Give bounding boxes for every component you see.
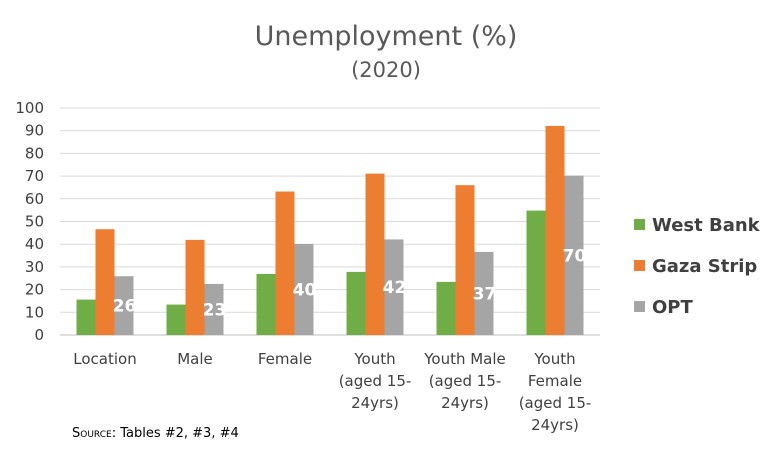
legend-swatch — [634, 301, 645, 312]
legend: West Bank Gaza Strip OPT — [634, 215, 761, 318]
category-label: Male — [177, 350, 213, 368]
category-label: Youth (aged 15-24yrs) — [339, 350, 412, 412]
bar-west-bank — [346, 271, 366, 335]
data-label: 37 — [473, 284, 497, 304]
y-tick-label: 100 — [15, 99, 44, 117]
y-tick-label: 50 — [25, 213, 44, 231]
gridlines — [60, 107, 600, 336]
x-axis: Location Male Female Youth (aged 15-24yrs)Yo… — [73, 350, 591, 434]
bar-west-bank — [76, 299, 96, 335]
legend-swatch — [634, 260, 645, 271]
bar-gaza-strip — [545, 125, 565, 335]
data-label: 26 — [113, 297, 137, 317]
source-text: : Tables #2, #3, #4 — [112, 426, 239, 441]
y-tick-label: 0 — [34, 326, 44, 344]
y-tick-label: 40 — [25, 235, 44, 253]
y-axis: 0 10 20 30 40 50 60 70 80 90 100 — [15, 99, 44, 344]
bar-opt — [384, 239, 404, 335]
data-label: 70 — [563, 246, 587, 266]
source-note: Source: Tables #2, #3, #4 — [72, 426, 239, 441]
legend-label: Gaza Strip — [652, 256, 757, 277]
data-label: 23 — [203, 300, 227, 320]
y-tick-label: 80 — [25, 144, 44, 162]
category-label: Youth Female (aged 15-24yrs) — [519, 350, 592, 434]
data-label: 42 — [383, 278, 407, 298]
y-tick-label: 30 — [25, 258, 44, 276]
category-label: Female — [258, 350, 312, 368]
chart-title: Unemployment (%) — [255, 21, 518, 52]
chart-subtitle: (2020) — [351, 58, 421, 82]
bar-opt — [474, 251, 494, 335]
bar-opt — [204, 283, 224, 335]
bar-west-bank — [166, 304, 186, 335]
y-tick-label: 20 — [25, 281, 44, 299]
bar-opt — [114, 276, 134, 335]
bar-opt — [294, 243, 314, 335]
bar-opt — [564, 175, 584, 335]
legend-label: West Bank — [652, 215, 761, 236]
data-label: 40 — [293, 280, 317, 300]
source-prefix: Source — [72, 426, 112, 441]
data-labels: 26 23 40 42 37 70 — [113, 246, 587, 320]
category-label: Youth Male (aged 15-24yrs) — [423, 350, 506, 412]
bar-gaza-strip — [185, 239, 205, 335]
y-tick-label: 90 — [25, 122, 44, 140]
bar-gaza-strip — [95, 229, 115, 335]
legend-label: OPT — [652, 297, 693, 318]
y-tick-label: 70 — [25, 167, 44, 185]
y-tick-label: 60 — [25, 190, 44, 208]
bar-west-bank — [256, 273, 276, 335]
category-label: Location — [73, 350, 136, 368]
bars — [76, 125, 584, 335]
bar-west-bank — [526, 210, 546, 335]
legend-swatch — [634, 219, 645, 230]
bar-gaza-strip — [365, 173, 385, 335]
bar-gaza-strip — [275, 191, 295, 335]
bar-gaza-strip — [455, 185, 475, 335]
bar-west-bank — [436, 281, 456, 335]
y-tick-label: 10 — [25, 303, 44, 321]
